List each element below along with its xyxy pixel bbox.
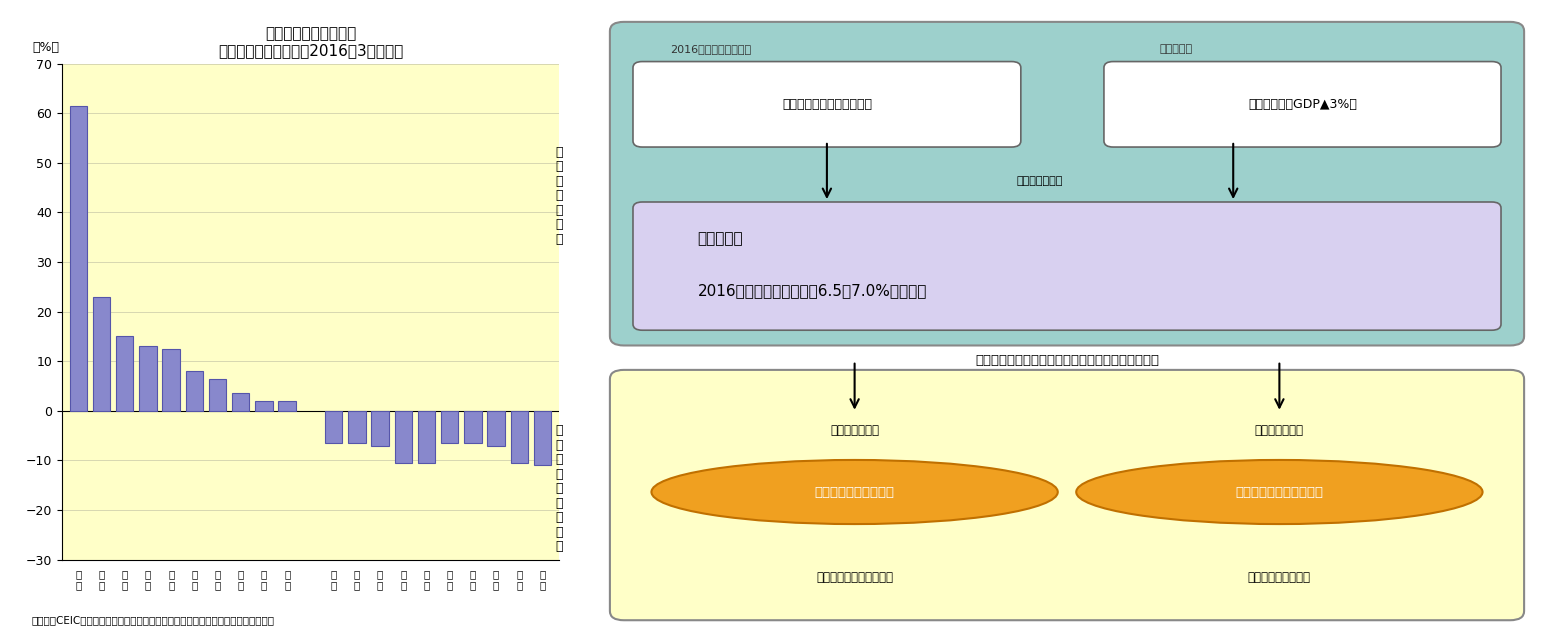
Ellipse shape: [652, 460, 1058, 524]
Text: （資料）CEIC（出所は中国国家統計局）のデータを元にニッセイ基礎研究所で作成: （資料）CEIC（出所は中国国家統計局）のデータを元にニッセイ基礎研究所で作成: [31, 615, 275, 625]
Text: 目標の下限を割り込む恐れが生じた場合の対応は？: 目標の下限を割り込む恐れが生じた場合の対応は？: [975, 354, 1159, 367]
FancyBboxPatch shape: [610, 370, 1524, 620]
Text: 両者を勘案して: 両者を勘案して: [1017, 176, 1063, 186]
Title: 直近高値からの変化率
（新築商品住宅価格、2016年3月時点）: 直近高値からの変化率 （新築商品住宅価格、2016年3月時点）: [217, 26, 404, 59]
Bar: [70, 106, 87, 411]
Text: プラス材料: プラス材料: [1159, 45, 1192, 54]
Bar: [163, 349, 180, 411]
Bar: [464, 411, 481, 443]
Bar: [255, 401, 273, 411]
Bar: [278, 401, 296, 411]
Bar: [116, 336, 133, 411]
Text: 財政政策で対応: 財政政策で対応: [1256, 424, 1304, 438]
Text: 住宅バブルの抑制を優先: 住宅バブルの抑制を優先: [1235, 485, 1324, 499]
Text: 財政出動（対GDP▲3%）: 財政出動（対GDP▲3%）: [1248, 98, 1356, 111]
Bar: [371, 411, 388, 446]
Text: 景
気
下
ぶ
れ
へ
の
対
応: 景 気 下 ぶ れ へ の 対 応: [556, 424, 563, 553]
Text: 2016年の成長率目標を『6.5～7.0%』に設定: 2016年の成長率目標を『6.5～7.0%』に設定: [698, 283, 927, 298]
Bar: [534, 411, 551, 466]
Text: （財政の健全性を優先）: （財政の健全性を優先）: [816, 571, 892, 584]
Bar: [394, 411, 411, 463]
Ellipse shape: [1076, 460, 1482, 524]
Text: 住宅バブル膨張を許容: 住宅バブル膨張を許容: [815, 485, 894, 499]
Bar: [186, 371, 203, 411]
Bar: [348, 411, 366, 443]
Bar: [210, 378, 227, 411]
Bar: [93, 297, 110, 411]
Text: （財政赤字が拡大）: （財政赤字が拡大）: [1248, 571, 1311, 584]
Bar: [233, 394, 250, 411]
Bar: [511, 411, 528, 463]
Text: 全人代で、: 全人代で、: [698, 231, 743, 246]
FancyBboxPatch shape: [633, 62, 1021, 147]
Text: 全
人
代
で
の
想
定: 全 人 代 で の 想 定: [556, 146, 563, 246]
Bar: [417, 411, 435, 463]
Bar: [140, 347, 157, 411]
Text: 過剰設備・過剰債務の整理: 過剰設備・過剰債務の整理: [782, 98, 872, 111]
Text: 金融政策で対応: 金融政策で対応: [830, 424, 878, 438]
FancyBboxPatch shape: [633, 202, 1501, 330]
Bar: [487, 411, 504, 446]
FancyBboxPatch shape: [610, 22, 1524, 345]
Text: （%）: （%）: [33, 41, 59, 53]
Bar: [441, 411, 458, 443]
FancyBboxPatch shape: [1103, 62, 1501, 147]
Bar: [324, 411, 343, 443]
Text: 2016年のマイナス材料: 2016年のマイナス材料: [670, 45, 751, 54]
